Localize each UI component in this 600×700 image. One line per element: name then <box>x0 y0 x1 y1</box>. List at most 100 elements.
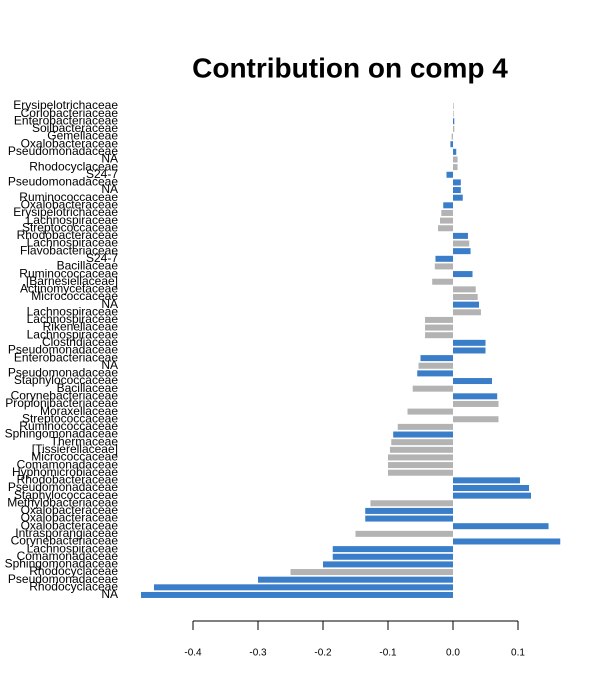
bar <box>453 240 470 247</box>
bar <box>453 156 458 163</box>
bar <box>453 301 479 308</box>
bar <box>453 538 561 545</box>
bar <box>323 561 453 568</box>
category-label: Pseudomonadaceae <box>8 175 118 189</box>
bar <box>453 286 476 293</box>
bar <box>453 187 461 194</box>
category-label: Soilbacteraceae <box>32 121 118 135</box>
category-label: Corynebacteriaceae <box>11 534 119 548</box>
bar <box>453 232 468 239</box>
category-label: Gemellaceae <box>47 129 118 143</box>
bar <box>141 591 453 598</box>
category-label: Ruminococcaceae <box>19 190 118 204</box>
category-label: Lachnospiraceae <box>27 541 119 555</box>
category-label: NA <box>101 358 118 372</box>
bar <box>446 171 453 178</box>
bar <box>453 110 454 117</box>
bar <box>393 431 453 438</box>
category-label: Pseudomonadaceae <box>8 480 118 494</box>
category-label: Lachnospiraceae <box>27 213 119 227</box>
bar <box>453 492 531 499</box>
bar <box>453 400 499 407</box>
category-label: Comamonadaceae <box>17 549 119 563</box>
category-label: Flavobacteriaceae <box>20 243 118 257</box>
x-tick-label: -0.4 <box>184 648 202 659</box>
category-label: Oxalobacteraceae <box>21 503 119 517</box>
category-label: Clostridiaceae <box>42 335 118 349</box>
bar <box>425 316 453 323</box>
bar <box>417 370 453 377</box>
bar <box>332 553 453 560</box>
category-label: Actinomycetaceae <box>20 282 118 296</box>
bar <box>370 500 453 507</box>
bar <box>453 294 478 300</box>
bar <box>290 569 453 576</box>
category-label: [Tissierellaceae] <box>32 442 118 456</box>
category-label: Rhodobacteraceae <box>17 473 119 487</box>
category-label: Rikenellaceae <box>43 320 119 334</box>
category-label: Micrococcaceae <box>31 289 118 303</box>
category-label: Pseudomonadaceae <box>8 343 118 357</box>
bar <box>453 179 461 186</box>
category-label: NA <box>101 587 118 601</box>
category-label: Methylobacteriaceae <box>7 495 118 509</box>
category-label: Comamonadaceae <box>17 457 119 471</box>
bar <box>453 118 455 125</box>
category-label: Intrasporangiaceae <box>15 526 118 540</box>
category-label: Propionibacteriaceae <box>5 396 118 410</box>
bar <box>397 423 453 430</box>
bar <box>332 546 453 553</box>
bar <box>453 103 454 109</box>
category-label: NA <box>101 297 118 311</box>
bar <box>425 332 453 339</box>
x-tick-label: -0.1 <box>379 648 397 659</box>
category-label: Streptococcaceae <box>22 220 118 234</box>
category-label: NA <box>101 152 118 166</box>
category-label: S24-7 <box>86 251 118 265</box>
bar <box>453 164 458 171</box>
bar <box>389 446 453 453</box>
bar <box>438 225 453 232</box>
category-label: Moraxellaceae <box>40 404 118 418</box>
bar <box>434 263 453 270</box>
bar <box>388 454 453 461</box>
category-label: Rhodocyclaceae <box>29 159 118 173</box>
bar <box>453 248 471 255</box>
category-label: Erysipelotrichaceae <box>13 205 118 219</box>
bar <box>453 309 481 316</box>
category-label: Corynebacteriaceae <box>11 388 119 402</box>
bar <box>365 515 453 522</box>
bar <box>355 530 453 537</box>
category-label: Enterobacteriaceae <box>14 113 118 127</box>
bar <box>154 584 453 591</box>
x-tick-label: -0.3 <box>249 648 267 659</box>
bar <box>453 416 499 423</box>
bar <box>388 462 453 469</box>
category-label: Pseudomonadaceae <box>8 366 118 380</box>
x-tick-label: 0.0 <box>446 648 460 659</box>
bar <box>453 148 457 155</box>
bar <box>418 362 453 369</box>
category-label: Oxalobacteraceae <box>21 518 119 532</box>
category-label: Lachnospiraceae <box>27 327 119 341</box>
category-label: Oxalobacteraceae <box>21 511 119 525</box>
category-label: Coriobacteriaceae <box>21 106 119 120</box>
bar <box>453 339 486 346</box>
category-label: Erysipelotrichaceae <box>13 98 118 112</box>
category-label: Staphylococcaceae <box>14 488 118 502</box>
bar <box>391 439 453 446</box>
bar <box>432 278 453 285</box>
category-label: Bacillaceae <box>57 381 119 395</box>
category-label: Enterobacteriaceae <box>14 350 118 364</box>
bar <box>450 141 453 148</box>
bar <box>453 347 486 354</box>
category-label: Sphingomonadaceae <box>5 427 119 441</box>
bar <box>453 523 549 530</box>
bar <box>441 209 453 216</box>
category-label: Staphylococcaceae <box>14 373 118 387</box>
category-label: Rhodocyclaceae <box>29 579 118 593</box>
category-label: S24-7 <box>86 167 118 181</box>
category-label: Lachnospiraceae <box>27 236 119 250</box>
